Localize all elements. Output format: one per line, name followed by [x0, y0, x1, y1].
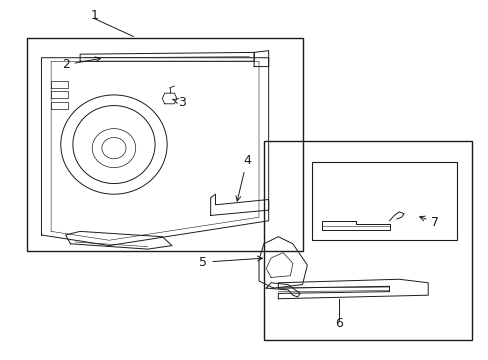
Text: 6: 6 — [334, 317, 342, 330]
Text: 4: 4 — [235, 154, 250, 201]
Text: 7: 7 — [419, 216, 439, 229]
Bar — [311, 162, 456, 240]
Text: 5: 5 — [199, 256, 262, 269]
Text: 1: 1 — [90, 9, 99, 22]
Bar — [27, 38, 302, 251]
Text: 3: 3 — [172, 95, 185, 108]
Bar — [264, 141, 471, 339]
Text: 2: 2 — [61, 57, 101, 71]
